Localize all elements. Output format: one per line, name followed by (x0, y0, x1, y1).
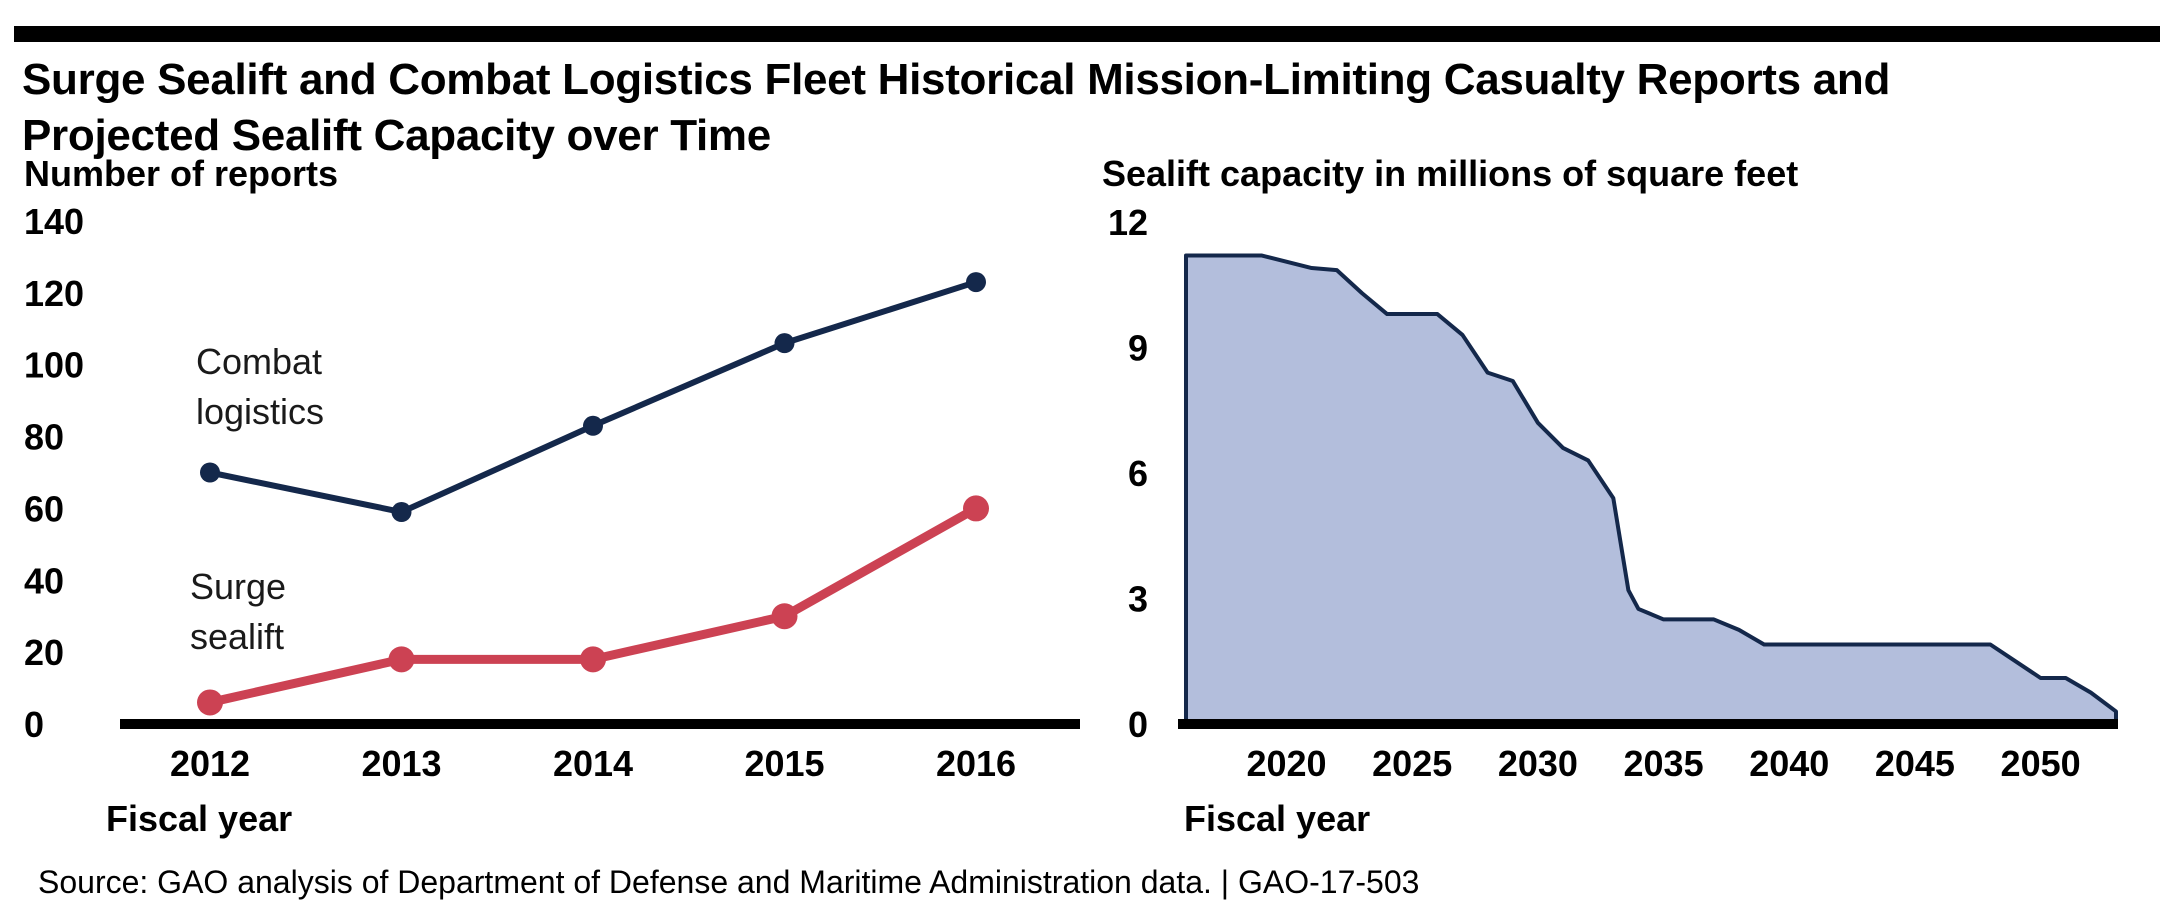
surge-sealift-point (580, 646, 606, 673)
capacity-x-tick-label: 2040 (1749, 743, 1829, 784)
capacity-x-axis-label: Fiscal year (1184, 798, 1370, 839)
reports-x-axis-line (120, 719, 1080, 729)
reports-y-ticks: 0 20 40 60 80 100 120 140 (24, 201, 84, 745)
reports-x-tick-label: 2016 (936, 743, 1016, 784)
reports-y-tick-label: 100 (24, 345, 84, 386)
reports-y-tick-label: 80 (24, 417, 64, 458)
reports-y-tick-label: 40 (24, 560, 64, 601)
capacity-outline (1184, 253, 2118, 724)
combat-logistics-point (200, 462, 220, 483)
capacity-y-tick-label: 12 (1108, 202, 1148, 243)
reports-y-axis-label: Number of reports (24, 153, 338, 194)
capacity-y-tick-label: 0 (1128, 704, 1148, 745)
surge-sealift-line (209, 504, 979, 707)
capacity-y-axis-label: Sealift capacity in millions of square f… (1102, 153, 1798, 194)
reports-x-tick-label: 2012 (170, 743, 250, 784)
capacity-x-tick-label: 2050 (2001, 743, 2081, 784)
capacity-y-tick-label: 9 (1128, 328, 1148, 369)
reports-x-ticks: 2012 2013 2014 2015 2016 (170, 743, 1016, 784)
reports-y-tick-label: 120 (24, 273, 84, 314)
capacity-x-axis-line (1178, 719, 2118, 729)
combat-logistics-label: logistics (196, 391, 324, 432)
combat-logistics-point (966, 272, 986, 293)
capacity-y-tick-label: 6 (1128, 453, 1148, 494)
chart-title-line-1: Surge Sealift and Combat Logistics Fleet… (22, 55, 1891, 104)
reports-y-tick-label: 60 (24, 488, 64, 529)
capacity-x-tick-label: 2030 (1498, 743, 1578, 784)
reports-y-tick-label: 140 (24, 201, 84, 242)
reports-x-tick-label: 2014 (553, 743, 633, 784)
reports-x-axis-label: Fiscal year (106, 798, 292, 839)
reports-line-chart: Number of reports 0 20 40 60 80 100 120 140 201… (24, 153, 1080, 839)
surge-sealift-point (963, 495, 989, 522)
combat-logistics-point (391, 502, 412, 523)
chart-title-line-2: Projected Sealift Capacity over Time (22, 111, 771, 160)
reports-x-tick-label: 2015 (744, 743, 824, 784)
capacity-y-tick-label: 3 (1128, 579, 1148, 620)
capacity-x-tick-label: 2045 (1875, 743, 1955, 784)
reports-x-tick-label: 2013 (361, 743, 441, 784)
surge-sealift-label: Surge (190, 566, 286, 607)
capacity-x-tick-label: 2025 (1372, 743, 1452, 784)
combat-logistics-line (209, 279, 977, 516)
combat-logistics-label: Combat (196, 341, 322, 382)
capacity-x-tick-label: 2035 (1624, 743, 1704, 784)
combat-logistics-point (583, 415, 603, 436)
surge-sealift-point (388, 646, 415, 673)
capacity-x-ticks: 2020 2025 2030 2035 2040 2045 2050 (1246, 743, 2080, 784)
chart-title: Surge Sealift and Combat Logistics Fleet… (22, 52, 2142, 164)
source-note: Source: GAO analysis of Department of De… (38, 864, 1420, 900)
surge-sealift-point (771, 603, 798, 630)
surge-sealift-label: sealift (190, 616, 284, 657)
surge-sealift-point (197, 689, 223, 716)
reports-y-tick-label: 0 (24, 704, 44, 745)
capacity-area-chart: Sealift capacity in millions of square f… (1102, 153, 2118, 839)
capacity-area (1186, 255, 2116, 724)
reports-y-tick-label: 20 (24, 632, 64, 673)
combat-logistics-point (774, 333, 795, 354)
capacity-x-tick-label: 2020 (1246, 743, 1326, 784)
top-rule (14, 26, 2160, 42)
reports-series: Combat logistics Surge sealift (190, 272, 989, 716)
capacity-y-ticks: 0 3 6 9 12 (1108, 202, 1148, 745)
